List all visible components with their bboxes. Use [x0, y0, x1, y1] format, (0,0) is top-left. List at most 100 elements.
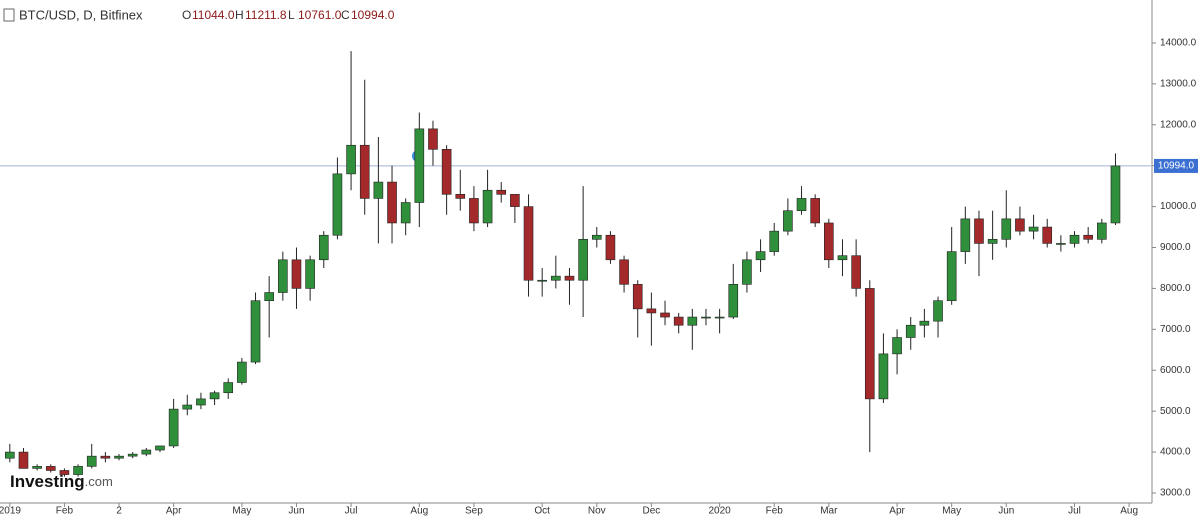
ohlc-value: 10761.0 [298, 8, 342, 22]
y-tick-label: 5000.0 [1160, 406, 1191, 417]
x-tick-label: Jul [345, 506, 358, 517]
y-tick-label: 14000.0 [1160, 38, 1197, 49]
candle-body [414, 128, 425, 203]
candle-body [728, 284, 739, 318]
symbol-icon [3, 8, 15, 22]
x-tick-label: Jun [288, 506, 304, 517]
last-price-label: 10994.0 [1158, 161, 1195, 172]
y-tick-label: 8000.0 [1160, 283, 1191, 294]
ohlc-value: 10994.0 [351, 8, 395, 22]
candle-body [155, 445, 165, 451]
candle-body [591, 234, 602, 240]
candle-body [441, 149, 452, 195]
x-tick-label: Apr [166, 506, 182, 517]
x-tick-label: Nov [588, 506, 606, 517]
candle-body [551, 275, 561, 281]
candle-body [469, 198, 479, 224]
candle-body [1015, 218, 1025, 232]
candle-body [332, 173, 343, 236]
candle-body [291, 259, 302, 289]
x-tick-label: Aug [1120, 506, 1138, 517]
y-tick-label: 3000.0 [1160, 488, 1191, 499]
candle-body [974, 218, 984, 244]
candle-body [919, 320, 930, 326]
candle-body [428, 128, 438, 150]
candle-body [1097, 222, 1107, 240]
x-tick-label: Aug [410, 506, 428, 517]
candle-body [864, 288, 875, 400]
x-tick-label: Jul [1068, 506, 1081, 517]
x-tick-label: May [942, 506, 961, 517]
y-tick-label: 13000.0 [1160, 79, 1197, 90]
candle-body [824, 222, 834, 261]
last-price-tag [1154, 158, 1198, 173]
candle-body [837, 255, 848, 261]
candle-body [318, 234, 329, 261]
candle-body [878, 353, 889, 400]
candle-body [18, 451, 29, 469]
candle-body [73, 466, 83, 475]
ohlc-key: O [182, 8, 191, 22]
candle-body [168, 408, 179, 447]
candle-body [796, 198, 807, 211]
y-tick-label: 4000.0 [1160, 447, 1191, 458]
candle-body [905, 324, 916, 338]
candle-body [100, 455, 111, 459]
y-tick-label: 6000.0 [1160, 365, 1191, 376]
candle-body [810, 198, 820, 224]
y-tick-label: 9000.0 [1160, 242, 1191, 253]
candle-body [892, 337, 902, 355]
logo-main: Investing [10, 472, 85, 491]
x-tick-label: Oct [534, 506, 550, 517]
candle-body [1028, 226, 1039, 232]
candle-body [278, 259, 288, 293]
candle-body [714, 316, 725, 319]
x-tick-label: 2019 [0, 506, 21, 517]
candle-body [769, 230, 780, 252]
x-tick-label: Feb [766, 506, 784, 517]
y-tick-label: 7000.0 [1160, 324, 1191, 335]
candle-body [209, 392, 220, 400]
candle-body [619, 259, 629, 285]
logo-suffix: .com [85, 474, 113, 489]
candle-body [496, 189, 507, 195]
y-tick-label: 12000.0 [1160, 119, 1197, 130]
candle-body [196, 398, 206, 406]
ohlc-header: O 11044.0 H 11211.8 L 10761.0 C 10994.0 [182, 8, 395, 22]
candle-body [5, 451, 15, 459]
x-tick-label: Sep [465, 506, 483, 517]
x-tick-label: 2 [116, 506, 122, 517]
candle-body [59, 470, 70, 475]
candle-body [646, 308, 657, 314]
candle-body [701, 316, 711, 319]
candle-body [660, 312, 670, 318]
candle-body [455, 194, 466, 199]
candle-body [237, 361, 247, 383]
candle-body [1056, 243, 1066, 245]
candle-body [1042, 226, 1053, 244]
ohlc-value: 11211.8 [245, 8, 287, 22]
candle-body [987, 239, 998, 244]
candle-body [1110, 165, 1121, 224]
candle-body [373, 181, 384, 199]
candle-body [400, 202, 411, 224]
candle-body [605, 234, 616, 261]
candle-body [250, 300, 261, 363]
x-tick-label: Apr [889, 506, 905, 517]
candle-body [687, 316, 698, 326]
candle-body [537, 279, 547, 282]
candle-body [1001, 218, 1012, 240]
ohlc-key: C [341, 8, 350, 22]
candle-body [523, 206, 534, 281]
candle-body [114, 455, 124, 459]
candle-body [632, 284, 643, 310]
candle-body [32, 466, 42, 469]
ohlc-key: L [288, 8, 295, 22]
candle-body [45, 466, 56, 471]
candle-body [851, 255, 861, 289]
candle-body [359, 144, 370, 199]
x-tick-label: Dec [642, 506, 660, 517]
candle-body [305, 259, 315, 289]
